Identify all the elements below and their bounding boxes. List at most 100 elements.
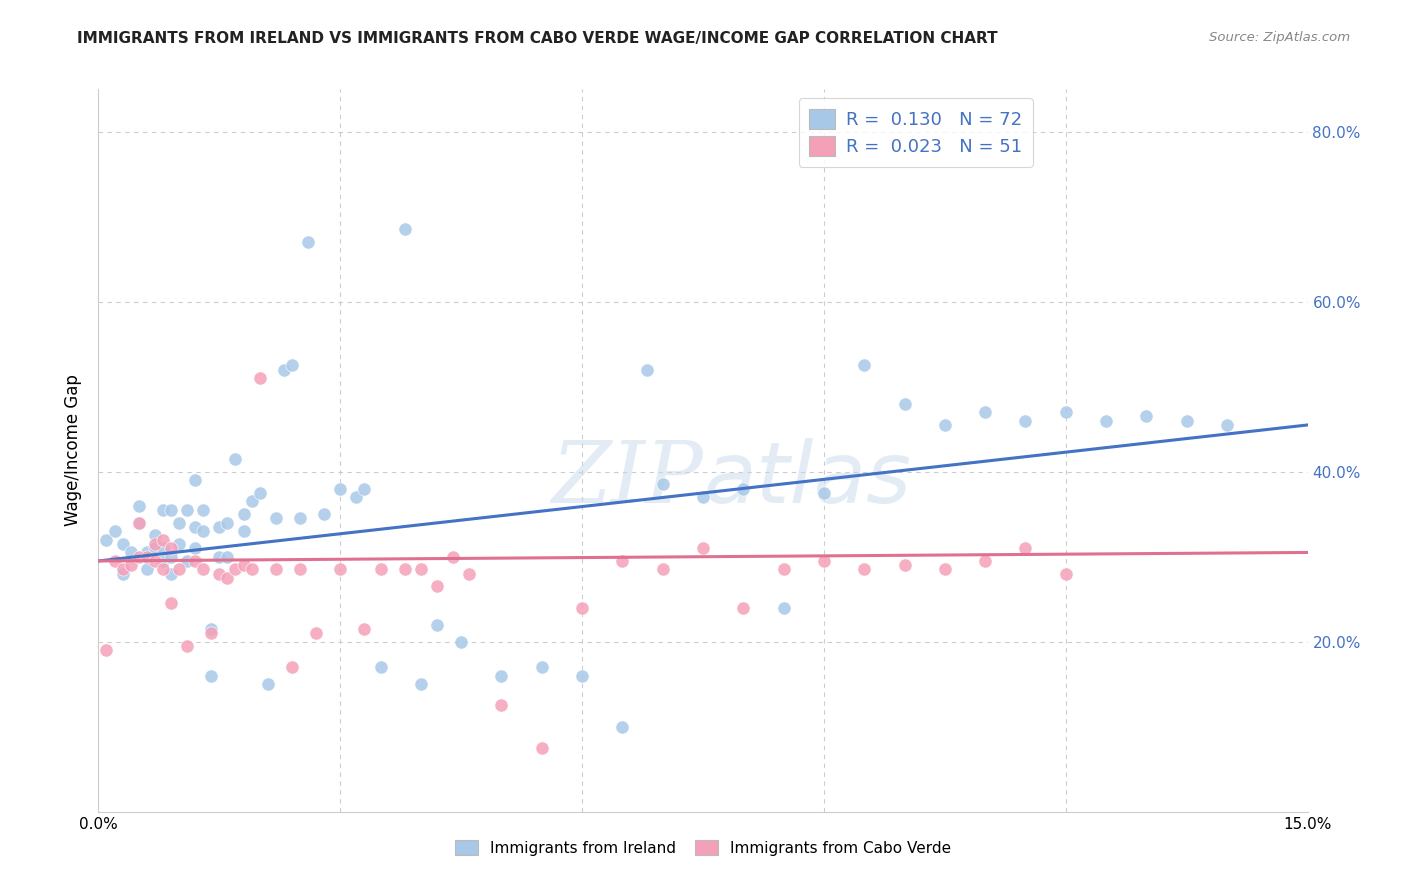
Point (934, 562, 956, 576)
Point (232, 507, 254, 521)
Point (530, 741, 553, 756)
Point (256, 677, 278, 691)
Point (329, 482, 352, 496)
Y-axis label: Wage/Income Gap: Wage/Income Gap (65, 375, 83, 526)
Point (813, 554, 835, 568)
Point (160, 597, 183, 611)
Point (103, 524, 125, 539)
Point (1135, 409, 1157, 424)
Point (167, 516, 190, 530)
Point (297, 235, 319, 250)
Point (813, 486, 835, 500)
Point (152, 562, 174, 576)
Point (491, 669, 513, 683)
Point (128, 499, 150, 513)
Point (128, 516, 150, 530)
Point (974, 554, 997, 568)
Point (208, 520, 231, 534)
Point (200, 622, 222, 636)
Point (184, 520, 207, 534)
Point (96, 643, 118, 657)
Point (128, 516, 150, 530)
Point (692, 490, 714, 504)
Point (288, 562, 311, 576)
Point (152, 533, 174, 547)
Point (934, 417, 956, 432)
Point (152, 554, 174, 568)
Point (193, 562, 215, 576)
Point (1014, 414, 1036, 428)
Point (176, 503, 198, 517)
Point (152, 541, 174, 556)
Point (612, 554, 634, 568)
Point (273, 362, 295, 376)
Point (111, 562, 134, 576)
Point (160, 549, 183, 564)
Point (240, 562, 263, 576)
Point (1054, 566, 1077, 581)
Point (733, 600, 755, 615)
Point (314, 507, 336, 521)
Point (571, 669, 593, 683)
Point (370, 562, 392, 576)
Point (893, 397, 915, 411)
Point (200, 669, 222, 683)
Point (1014, 541, 1036, 556)
Point (160, 566, 183, 581)
Legend: Immigrants from Ireland, Immigrants from Cabo Verde: Immigrants from Ireland, Immigrants from… (449, 834, 957, 862)
Point (353, 482, 375, 496)
Point (530, 660, 553, 674)
Point (135, 549, 157, 564)
Point (329, 562, 352, 576)
Point (96, 533, 118, 547)
Point (184, 473, 207, 487)
Point (305, 626, 328, 640)
Point (143, 541, 166, 556)
Point (193, 503, 215, 517)
Point (152, 503, 174, 517)
Point (224, 452, 246, 467)
Point (692, 541, 714, 556)
Point (893, 558, 915, 573)
Point (441, 549, 464, 564)
Text: ZIP: ZIP (551, 438, 703, 521)
Point (394, 222, 416, 236)
Text: Source: ZipAtlas.com: Source: ZipAtlas.com (1209, 31, 1350, 45)
Point (1175, 414, 1198, 428)
Point (176, 554, 198, 568)
Point (103, 554, 125, 568)
Point (184, 554, 207, 568)
Point (167, 562, 190, 576)
Point (491, 698, 513, 713)
Point (409, 562, 432, 576)
Point (143, 554, 166, 568)
Point (426, 579, 449, 593)
Point (636, 362, 658, 376)
Point (571, 600, 593, 615)
Point (217, 571, 239, 585)
Point (111, 537, 134, 551)
Point (651, 562, 673, 576)
Point (974, 405, 997, 419)
Point (120, 558, 142, 573)
Point (281, 359, 304, 373)
Point (733, 482, 755, 496)
Point (288, 511, 311, 525)
Point (128, 549, 150, 564)
Point (344, 490, 367, 504)
Point (264, 562, 287, 576)
Point (249, 371, 271, 385)
Point (120, 545, 142, 559)
Point (772, 562, 794, 576)
Point (426, 617, 449, 632)
Point (176, 639, 198, 653)
Point (651, 477, 673, 491)
Point (224, 562, 246, 576)
Point (217, 549, 239, 564)
Point (167, 537, 190, 551)
Point (111, 566, 134, 581)
Point (281, 660, 304, 674)
Point (143, 528, 166, 542)
Point (353, 622, 375, 636)
Point (193, 524, 215, 539)
